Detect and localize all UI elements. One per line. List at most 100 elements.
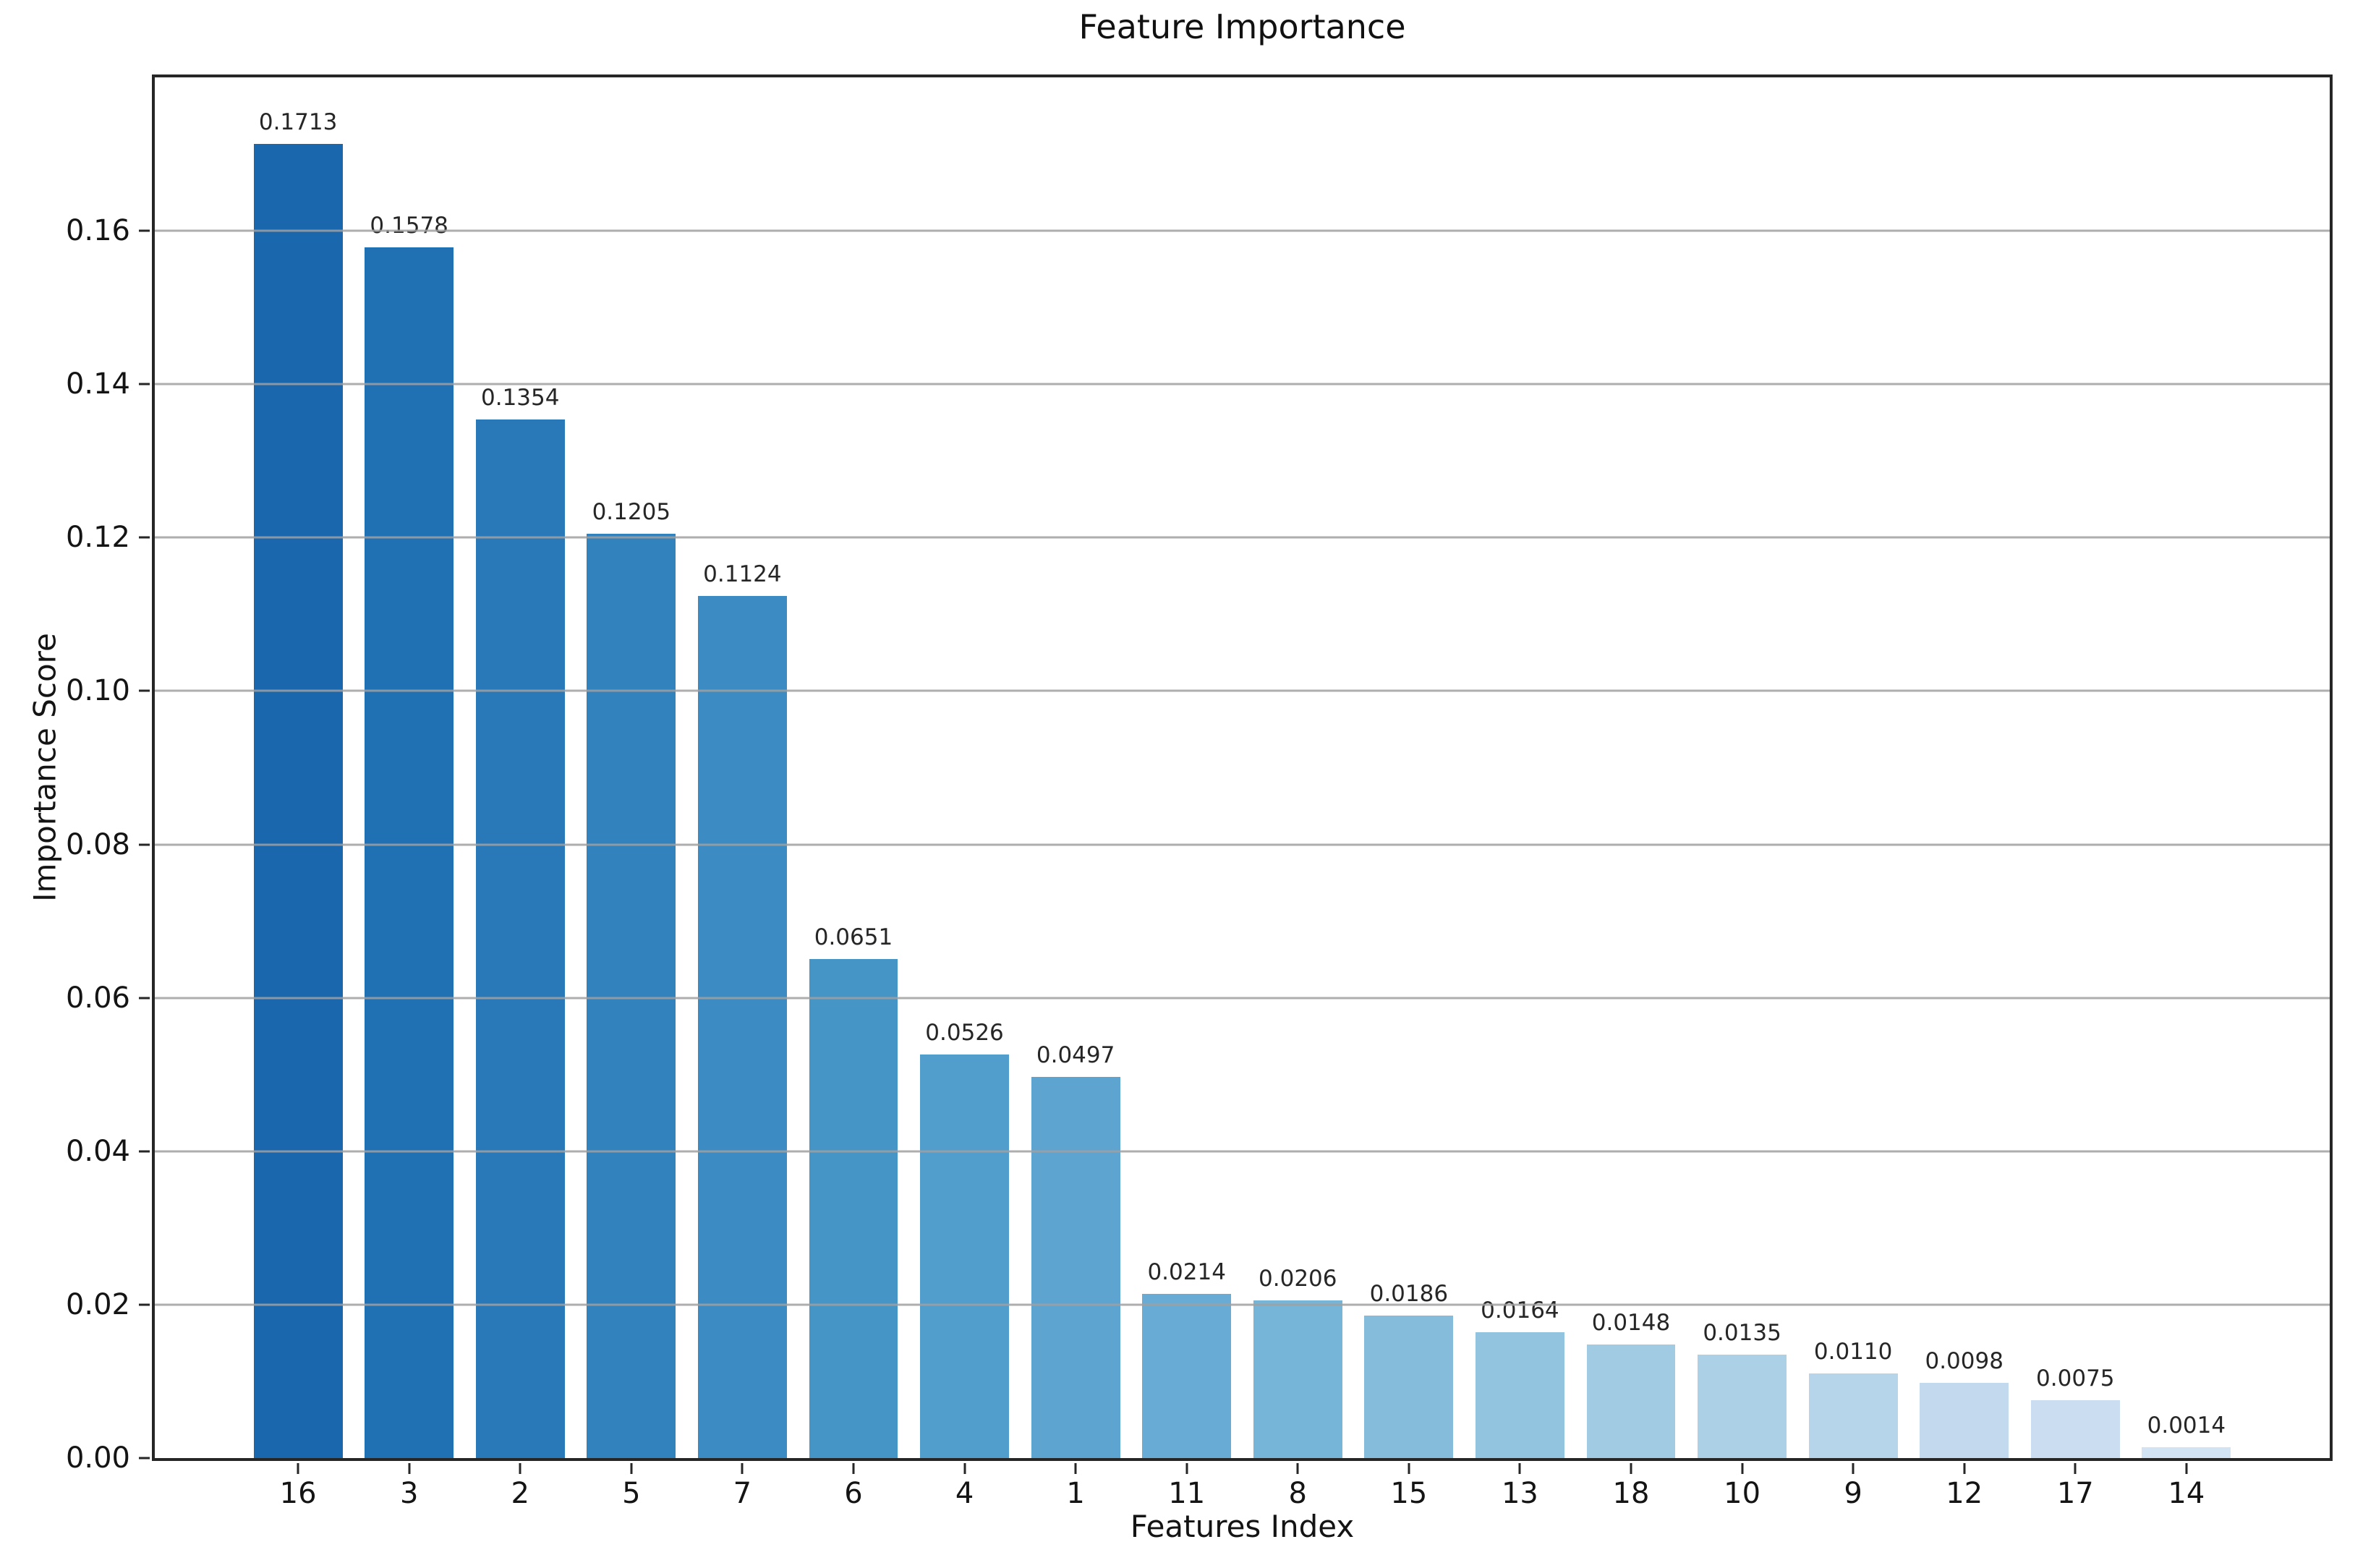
- x-tick-label: 14: [2168, 1477, 2205, 1510]
- gridline: [155, 997, 2330, 1000]
- bar-value-label: 0.0014: [2147, 1413, 2226, 1439]
- y-tick-label: 0.08: [65, 827, 130, 861]
- x-tick-mark: [963, 1463, 966, 1474]
- bar-value-label: 0.1205: [592, 499, 671, 526]
- bar-17: 0.0075: [2030, 1365, 2120, 1458]
- x-tick-mark: [297, 1463, 299, 1474]
- bar-value-label: 0.0148: [1591, 1310, 1671, 1337]
- gridline: [155, 383, 2330, 385]
- bar-18: 0.0148: [1586, 1310, 1676, 1458]
- y-tick-mark: [139, 689, 150, 692]
- x-tick-mark: [2074, 1463, 2077, 1474]
- x-tick-label: 9: [1844, 1477, 1862, 1510]
- bar-value-label: 0.0651: [814, 924, 893, 950]
- bar-value-label: 0.0098: [1925, 1348, 2004, 1375]
- plot-area: 0.1713 16 0.1578 3 0.1354 2 0.1205 5 0.1124 7 0.06…: [66, 74, 2333, 1510]
- y-tick-mark: [139, 843, 150, 846]
- gridline: [155, 1150, 2330, 1153]
- y-tick-mark: [139, 383, 150, 385]
- bar-value-label: 0.0135: [1703, 1319, 1781, 1346]
- bar-value-label: 0.0110: [1813, 1339, 1893, 1365]
- gridline: [155, 536, 2330, 539]
- x-tick-label: 6: [844, 1477, 863, 1510]
- bar-6: 0.0651: [809, 924, 898, 1458]
- x-tick-label: 2: [511, 1477, 529, 1510]
- bar-11: 0.0214: [1142, 1259, 1232, 1458]
- y-tick-mark: [139, 229, 150, 232]
- x-tick-label: 16: [279, 1477, 317, 1510]
- bar-13: 0.0164: [1476, 1298, 1564, 1458]
- y-tick-label: 0.14: [65, 367, 130, 401]
- x-tick-mark: [1185, 1463, 1188, 1474]
- bar-4: 0.0526: [920, 1020, 1009, 1458]
- x-tick-label: 11: [1168, 1477, 1206, 1510]
- x-tick-mark: [519, 1463, 521, 1474]
- x-tick-mark: [741, 1463, 744, 1474]
- bar-value-label: 0.0526: [925, 1020, 1004, 1047]
- x-tick-label: 18: [1612, 1477, 1650, 1510]
- bar-value-label: 0.0075: [2036, 1365, 2115, 1392]
- gridline: [155, 689, 2330, 692]
- x-tick-label: 3: [399, 1477, 419, 1510]
- bar-value-label: 0.0186: [1369, 1280, 1449, 1307]
- bar-3: 0.1578: [365, 213, 454, 1458]
- gridline: [155, 1303, 2330, 1306]
- x-tick-mark: [630, 1463, 633, 1474]
- bar-value-label: 0.0497: [1036, 1041, 1115, 1068]
- bar-value-label: 0.0206: [1259, 1265, 1337, 1292]
- y-tick-mark: [139, 997, 150, 1000]
- x-tick-mark: [2185, 1463, 2188, 1474]
- bar-value-label: 0.1713: [258, 109, 338, 136]
- y-tick-label: 0.16: [65, 214, 130, 248]
- x-tick-mark: [1408, 1463, 1410, 1474]
- gridline: [155, 843, 2330, 846]
- bar-10: 0.0135: [1698, 1320, 1787, 1458]
- bar-14: 0.0014: [2142, 1413, 2231, 1458]
- x-tick-mark: [1518, 1463, 1521, 1474]
- x-tick-mark: [1296, 1463, 1299, 1474]
- x-axis-label: Features Index: [1130, 1509, 1355, 1544]
- x-tick-label: 7: [733, 1477, 752, 1510]
- y-tick-label: 0.12: [65, 521, 130, 555]
- y-axis-label: Importance Score: [27, 633, 63, 902]
- x-tick-label: 17: [2056, 1477, 2094, 1510]
- bar-15: 0.0186: [1364, 1281, 1454, 1458]
- bar-value-label: 0.0214: [1147, 1259, 1226, 1286]
- x-tick-label: 8: [1288, 1477, 1308, 1510]
- y-tick-label: 0.02: [65, 1287, 130, 1321]
- x-tick-mark: [1630, 1463, 1632, 1474]
- bar-5: 0.1205: [587, 499, 676, 1458]
- y-tick-label: 0.04: [65, 1134, 130, 1168]
- x-tick-label: 15: [1390, 1477, 1428, 1510]
- y-tick-label: 0.00: [65, 1441, 130, 1475]
- y-tick-label: 0.06: [65, 981, 130, 1015]
- x-tick-mark: [408, 1463, 411, 1474]
- bar-8: 0.0206: [1253, 1266, 1342, 1458]
- bar-12: 0.0098: [1920, 1348, 2009, 1458]
- x-tick-mark: [1963, 1463, 1966, 1474]
- x-tick-label: 10: [1724, 1477, 1761, 1510]
- x-tick-label: 13: [1501, 1477, 1538, 1510]
- y-tick-label: 0.10: [65, 674, 130, 708]
- bar-value-label: 0.1124: [703, 561, 782, 587]
- y-tick-mark: [139, 1150, 150, 1153]
- x-tick-mark: [852, 1463, 855, 1474]
- x-tick-label: 4: [955, 1477, 974, 1510]
- bar-16: 0.1713: [253, 109, 343, 1458]
- x-tick-mark: [1852, 1463, 1855, 1474]
- bar-value-label: 0.0164: [1481, 1298, 1559, 1324]
- bar-9: 0.0110: [1808, 1339, 1898, 1458]
- x-tick-label: 12: [1946, 1477, 1983, 1510]
- y-tick-mark: [139, 1303, 150, 1306]
- chart-title: Feature Importance: [1078, 7, 1406, 46]
- y-tick-mark: [139, 536, 150, 539]
- x-tick-mark: [1074, 1463, 1077, 1474]
- bar-value-label: 0.1578: [370, 213, 448, 239]
- x-tick-label: 5: [622, 1477, 641, 1510]
- x-tick-label: 1: [1066, 1477, 1085, 1510]
- bar-7: 0.1124: [697, 561, 787, 1458]
- bar-2: 0.1354: [475, 385, 565, 1458]
- bar-1: 0.0497: [1031, 1042, 1120, 1458]
- x-tick-mark: [1741, 1463, 1744, 1474]
